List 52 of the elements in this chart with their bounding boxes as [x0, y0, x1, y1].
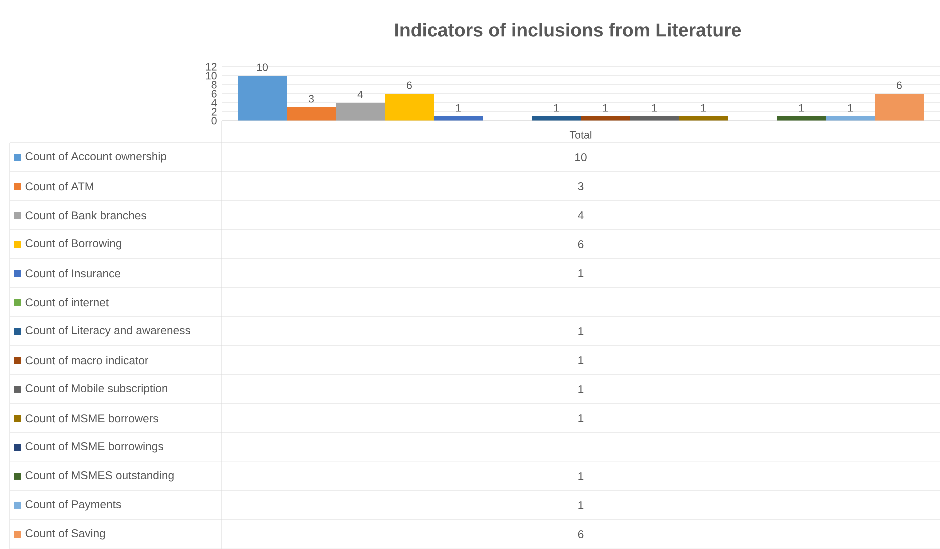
y-tick-label: 4	[212, 99, 217, 107]
y-tick-label: 0	[212, 117, 217, 125]
legend-label: Count of Literacy and awareness	[26, 326, 191, 337]
data-label: 6	[407, 82, 412, 90]
chart-title: Indicators of inclusions from Literature	[396, 23, 742, 37]
text: 3	[578, 182, 584, 190]
y-tick-label: 12	[206, 63, 217, 71]
legend-label: Count of Mobile subscription	[26, 384, 168, 395]
data-label: 1	[456, 104, 461, 112]
bar	[287, 107, 336, 121]
legend-label: Count of MSME borrowings	[26, 442, 164, 453]
legend-label: Count of Insurance	[26, 269, 121, 278]
data-label: 1	[554, 104, 559, 112]
legend-label: Count of Bank branches	[26, 211, 146, 220]
y-tick-label: 2	[212, 108, 217, 116]
data-label: 6	[897, 82, 902, 90]
text: 1	[578, 356, 584, 364]
bar	[238, 76, 287, 121]
x-tick-label: Total	[570, 131, 592, 139]
text: 10	[576, 153, 587, 162]
text: 1	[578, 472, 584, 480]
data-label: 1	[799, 104, 804, 112]
text: 1	[578, 270, 584, 278]
data-label: 1	[603, 104, 608, 112]
data-label: 1	[701, 104, 706, 112]
data-label: 4	[358, 90, 364, 98]
legend-label: Count of Payments	[26, 500, 122, 511]
text: 6	[578, 240, 584, 248]
legend-label: Count of ATM	[26, 182, 94, 191]
legend-label: Count of Account ownership	[26, 152, 167, 163]
data-label: 3	[308, 95, 314, 103]
data-label: 1	[652, 104, 657, 112]
y-tick-label: 10	[206, 72, 217, 80]
text: 1	[578, 328, 584, 336]
legend-label: Count of MSME borrowers	[26, 414, 158, 423]
legend-label: Count of Borrowing	[26, 239, 122, 250]
data-label: 10	[257, 64, 268, 72]
text: 1	[578, 386, 584, 394]
bar	[336, 102, 385, 121]
text: 6	[578, 530, 584, 538]
text: 1	[578, 414, 584, 422]
y-tick-label: 8	[212, 81, 217, 89]
legend-label: Count of macro indicator	[26, 356, 149, 365]
text: 1	[578, 502, 584, 510]
bar	[385, 94, 434, 121]
bar	[874, 94, 924, 121]
text: 4	[578, 212, 584, 220]
legend-label: Count of Saving	[26, 529, 106, 540]
y-tick-label: 6	[212, 90, 217, 98]
legend-label: Count of MSMES outstanding	[26, 471, 174, 482]
data-label: 1	[848, 104, 853, 112]
legend-label: Count of internet	[26, 298, 109, 307]
